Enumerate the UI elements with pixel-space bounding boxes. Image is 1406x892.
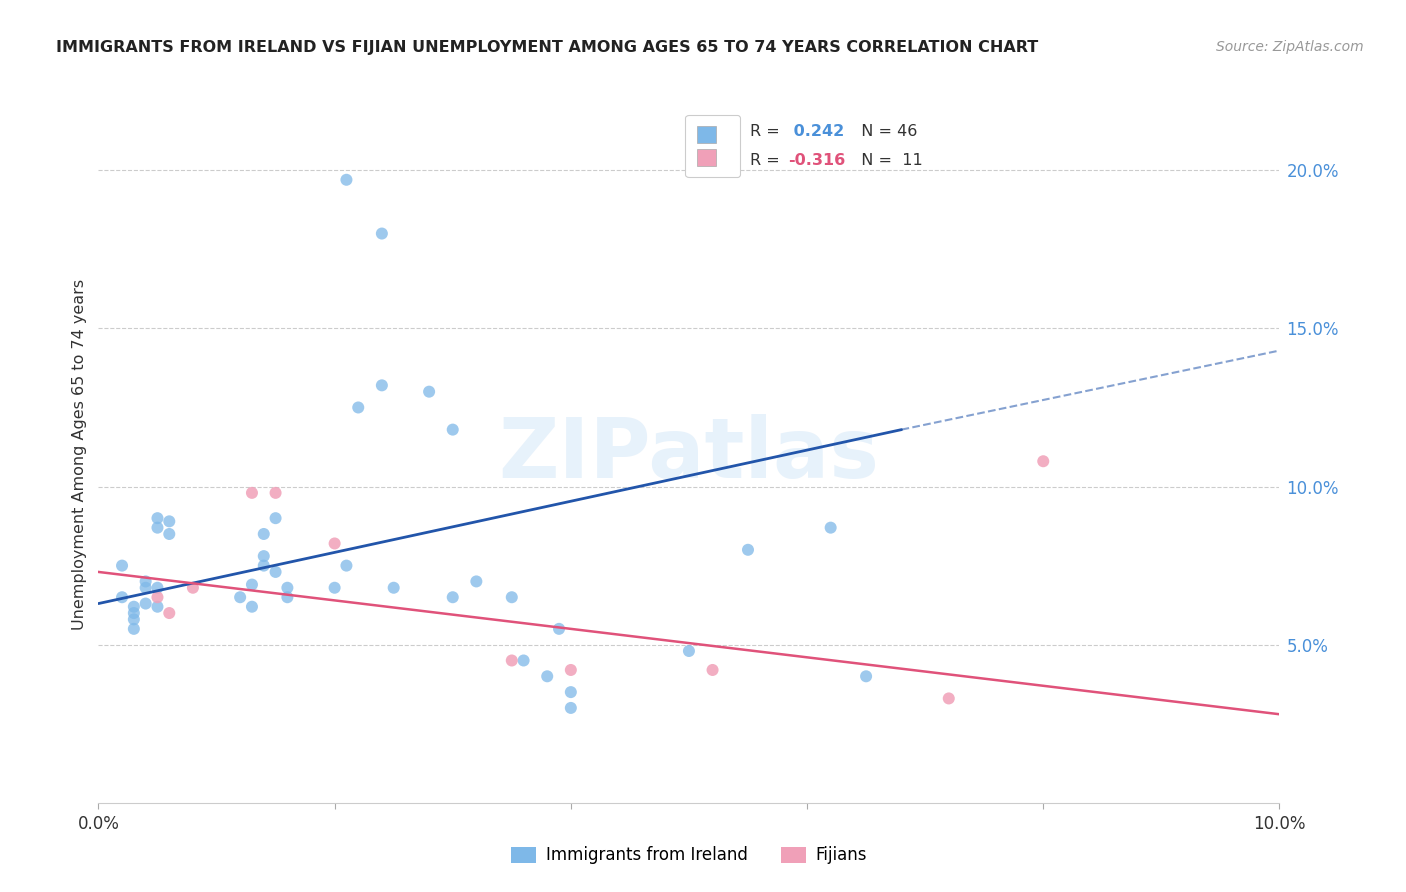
Point [702, 663, 724, 677]
Point [146, 599, 169, 614]
Point [560, 663, 582, 677]
Point [240, 599, 263, 614]
Point [229, 591, 252, 605]
Point [938, 691, 960, 706]
Point [122, 612, 145, 626]
Point [335, 173, 357, 187]
Point [135, 574, 157, 589]
Point [146, 511, 169, 525]
Point [276, 591, 298, 605]
Point [323, 581, 346, 595]
Point [820, 521, 842, 535]
Point [253, 549, 276, 563]
Point [111, 558, 134, 573]
Point [335, 558, 357, 573]
Point [548, 622, 571, 636]
Y-axis label: Unemployment Among Ages 65 to 74 years: Unemployment Among Ages 65 to 74 years [72, 279, 87, 631]
Point [253, 527, 276, 541]
Legend: Immigrants from Ireland, Fijians: Immigrants from Ireland, Fijians [503, 839, 875, 871]
Point [146, 521, 169, 535]
Point [146, 581, 169, 595]
Text: -0.316: -0.316 [789, 153, 845, 168]
Text: ZIPatlas: ZIPatlas [499, 415, 879, 495]
Point [157, 527, 180, 541]
Point [382, 581, 405, 595]
Point [146, 591, 169, 605]
Point [441, 423, 464, 437]
Point [122, 622, 145, 636]
Point [441, 591, 464, 605]
Text: R =: R = [751, 153, 785, 168]
Point [264, 511, 287, 525]
Text: Source: ZipAtlas.com: Source: ZipAtlas.com [1216, 40, 1364, 54]
Point [371, 378, 394, 392]
Point [111, 591, 134, 605]
Point [157, 514, 180, 528]
Point [371, 227, 394, 241]
Point [418, 384, 440, 399]
Point [536, 669, 558, 683]
Point [501, 653, 523, 667]
Point [678, 644, 700, 658]
Point [122, 599, 145, 614]
Point [465, 574, 488, 589]
Text: R =: R = [751, 124, 785, 139]
Point [855, 669, 877, 683]
Point [512, 653, 534, 667]
Point [501, 591, 523, 605]
Text: IMMIGRANTS FROM IRELAND VS FIJIAN UNEMPLOYMENT AMONG AGES 65 TO 74 YEARS CORRELA: IMMIGRANTS FROM IRELAND VS FIJIAN UNEMPL… [56, 40, 1039, 55]
Text: 0.242: 0.242 [789, 124, 845, 139]
Point [135, 597, 157, 611]
Point [240, 577, 263, 591]
Text: N =  11: N = 11 [851, 153, 922, 168]
Point [560, 701, 582, 715]
Point [1032, 454, 1054, 468]
Text: N = 46: N = 46 [851, 124, 917, 139]
Point [157, 606, 180, 620]
Point [264, 565, 287, 579]
Point [264, 486, 287, 500]
Point [737, 542, 759, 557]
Point [253, 558, 276, 573]
Point [135, 581, 157, 595]
Point [560, 685, 582, 699]
Point [323, 536, 346, 550]
Point [181, 581, 204, 595]
Point [240, 486, 263, 500]
Point [276, 581, 298, 595]
Point [122, 606, 145, 620]
Point [347, 401, 370, 415]
